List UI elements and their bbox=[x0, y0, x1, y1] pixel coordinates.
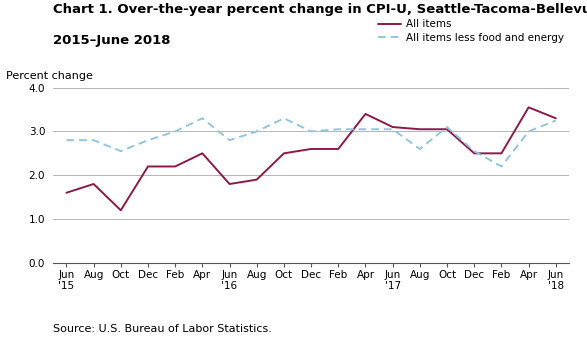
Text: 2015–June 2018: 2015–June 2018 bbox=[53, 34, 170, 47]
Text: Percent change: Percent change bbox=[6, 71, 93, 81]
Text: Chart 1. Over-the-year percent change in CPI-U, Seattle-Tacoma-Bellevue, WA, Jun: Chart 1. Over-the-year percent change in… bbox=[53, 3, 587, 17]
Legend: All items, All items less food and energy: All items, All items less food and energ… bbox=[378, 19, 564, 43]
Text: Source: U.S. Bureau of Labor Statistics.: Source: U.S. Bureau of Labor Statistics. bbox=[53, 324, 272, 334]
